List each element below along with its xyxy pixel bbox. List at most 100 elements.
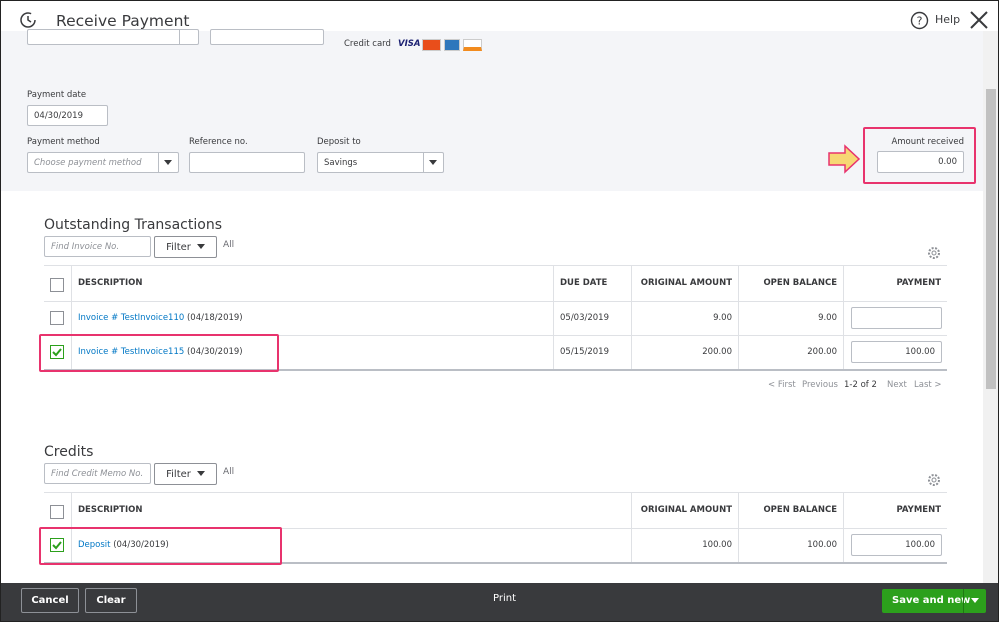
settings-gear[interactable] [927, 473, 941, 487]
history-icon[interactable] [18, 10, 38, 30]
payment-input[interactable]: 100.00 [851, 341, 942, 363]
payment-date-input[interactable]: 04/30/2019 [27, 105, 108, 126]
payment-input[interactable] [851, 307, 942, 329]
save-button[interactable] [882, 589, 986, 613]
search-input[interactable]: Find Credit Memo No. [44, 463, 151, 484]
column-header: ORIGINAL AMOUNT [640, 278, 732, 288]
all-label[interactable]: All [223, 467, 235, 477]
title: Receive Payment [56, 12, 190, 30]
save-dropdown-arrow[interactable] [971, 598, 979, 604]
pagination-next[interactable]: Next [887, 380, 907, 390]
search-input[interactable]: Find Invoice No. [44, 236, 151, 257]
table-top-line [44, 492, 947, 493]
description: Invoice # TestInvoice115 (04/30/2019) [78, 347, 243, 357]
column-header: DUE DATE [560, 278, 608, 288]
print-button[interactable]: Print [493, 593, 517, 604]
checkbox[interactable] [50, 278, 64, 292]
column-divider [738, 265, 739, 369]
column-divider [738, 492, 739, 562]
search-placeholder: Find Credit Memo No. [51, 468, 144, 479]
transaction-date: (04/18/2019) [186, 313, 243, 323]
pagination-previous[interactable]: Previous [802, 380, 838, 390]
table-bottom-line [44, 562, 947, 564]
highlight-box [39, 334, 279, 372]
column-header: PAYMENT [896, 505, 941, 515]
close-button[interactable] [969, 10, 989, 30]
due-cell: 05/15/2019 [560, 347, 609, 357]
pagination-first[interactable]: < First [768, 380, 796, 390]
checkbox[interactable] [50, 311, 64, 325]
payment-date-label: Payment date [27, 90, 87, 100]
payment-method-select[interactable]: Choose payment method [27, 152, 179, 173]
column-header: PAYMENT [896, 278, 941, 288]
checkbox[interactable] [50, 505, 64, 519]
column-header: OPEN BALANCE [763, 505, 837, 515]
checkbox[interactable] [50, 345, 64, 359]
column-header: DESCRIPTION [78, 278, 143, 288]
column-header: DESCRIPTION [78, 505, 143, 515]
amount-received-input[interactable]: 0.00 [877, 151, 964, 173]
column-divider [843, 265, 844, 369]
help-icon[interactable]: ? [910, 11, 929, 30]
column-divider [631, 492, 632, 562]
cancel-button[interactable]: Cancel [21, 588, 79, 613]
transaction-link[interactable]: Invoice # TestInvoice115 [78, 347, 185, 357]
original-cell: 200.00 [702, 347, 732, 357]
reference-label: Reference no. [189, 137, 248, 147]
pagination-count: 1-2 of 2 [844, 380, 877, 390]
open-cell: 200.00 [807, 347, 837, 357]
email-input[interactable] [210, 29, 324, 45]
amount-received-label: Amount received [891, 137, 964, 147]
transaction-link[interactable]: Deposit [78, 540, 111, 550]
highlight-box [39, 527, 282, 565]
help-link[interactable]: Help [935, 13, 961, 26]
dropdown-arrow [196, 471, 205, 476]
open-cell: 9.00 [818, 313, 837, 323]
column-divider [553, 265, 554, 369]
open-cell: 100.00 [807, 540, 837, 550]
column-header: ORIGINAL AMOUNT [640, 505, 732, 515]
payment-value: 100.00 [905, 347, 935, 357]
search-placeholder: Find Invoice No. [51, 241, 120, 252]
checkbox[interactable] [50, 538, 64, 552]
save-label: Save and new [892, 595, 971, 606]
highlight-box [863, 127, 976, 184]
section-title: Outstanding Transactions [44, 217, 222, 233]
column-divider [843, 492, 844, 562]
description: Invoice # TestInvoice110 (04/18/2019) [78, 313, 243, 323]
amount-received-value: 0.00 [938, 157, 957, 167]
payment-date-value: 04/30/2019 [34, 110, 83, 121]
clear-button[interactable]: Clear [85, 588, 137, 613]
divider [963, 589, 964, 613]
transaction-link[interactable]: Invoice # TestInvoice110 [78, 313, 185, 323]
dropdown-arrow [429, 160, 437, 165]
deposit-to-label: Deposit to [317, 137, 361, 147]
filter-label: Filter [166, 468, 191, 480]
reference-input[interactable] [189, 152, 305, 173]
customer-input[interactable] [27, 29, 199, 45]
scrollbar-thumb[interactable] [986, 89, 996, 389]
deposit-to-value: Savings [324, 157, 358, 168]
payment-value: 100.00 [905, 540, 935, 550]
all-label[interactable]: All [223, 240, 235, 250]
column-divider [631, 265, 632, 369]
filter-button[interactable]: Filter [154, 463, 217, 485]
filter-button[interactable]: Filter [154, 236, 217, 258]
deposit-to-select[interactable]: Savings [317, 152, 444, 173]
transaction-date: (04/30/2019) [186, 347, 243, 357]
transaction-date: (04/30/2019) [113, 540, 169, 550]
settings-gear[interactable] [927, 246, 941, 260]
mastercard-logo [422, 39, 441, 51]
footer [1, 583, 998, 621]
dropdown-arrow [164, 160, 172, 165]
row-line [44, 335, 947, 336]
divider [423, 152, 424, 173]
arrow-annotation [828, 144, 861, 174]
payment-input[interactable]: 100.00 [851, 534, 942, 556]
svg-text:?: ? [917, 15, 923, 28]
filter-label: Filter [166, 241, 191, 253]
discover-logo [463, 39, 482, 51]
column-divider [71, 265, 72, 369]
pagination-last[interactable]: Last > [914, 380, 942, 390]
